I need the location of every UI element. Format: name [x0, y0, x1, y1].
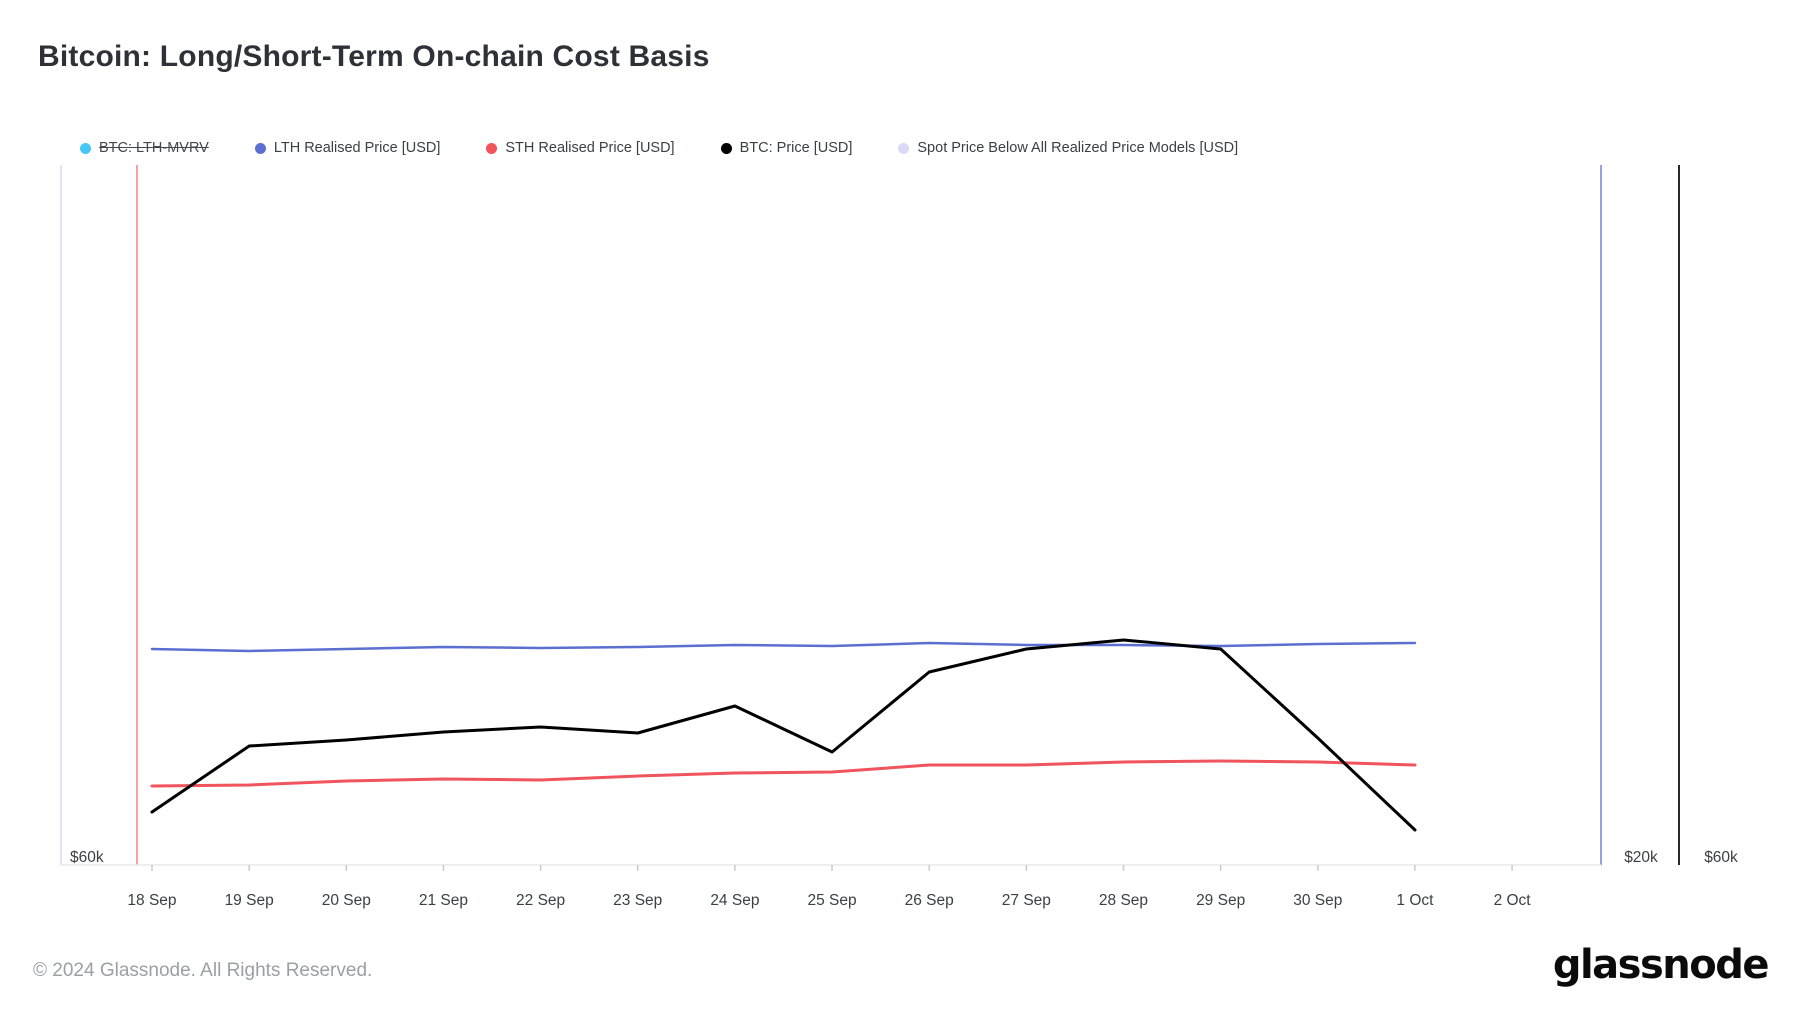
chart-legend: BTC: LTH-MVRV LTH Realised Price [USD] STH… — [80, 140, 1238, 156]
x-tick-label: 25 Sep — [807, 892, 857, 909]
x-tick-label: 2 Oct — [1493, 892, 1531, 909]
legend-item-0[interactable]: BTC: LTH-MVRV — [80, 140, 209, 156]
x-tick-label: 28 Sep — [1098, 892, 1149, 909]
x-tick-label: 30 Sep — [1293, 892, 1343, 909]
legend-item-1[interactable]: LTH Realised Price [USD] — [254, 140, 441, 156]
x-tick-label: 24 Sep — [710, 892, 760, 909]
page-title: Bitcoin: Long/Short-Term On-chain Cost B… — [38, 40, 710, 73]
legend-series-label: LTH Realised Price [USD] — [273, 140, 441, 156]
x-tick-label: 23 Sep — [613, 892, 663, 909]
legend-series-dot — [720, 142, 732, 154]
x-tick-label: 20 Sep — [321, 892, 371, 909]
legend-series-label: STH Realised Price [USD] — [505, 140, 675, 156]
glassnode-logo[interactable]: glassnode — [1552, 942, 1770, 988]
legend-item-4[interactable]: Spot Price Below All Realized Price Mode… — [898, 140, 1238, 156]
x-tick-label: 19 Sep — [224, 892, 274, 909]
legend-item-2[interactable]: STH Realised Price [USD] — [486, 140, 675, 156]
copyright-text: © 2024 Glassnode. All Rights Reserved. — [33, 960, 373, 981]
y-axis-label-right-20k: $20k — [1624, 849, 1658, 866]
y-axis-label-left-60k: $60k — [70, 849, 104, 866]
series-line-1 — [150, 759, 1417, 788]
x-tick-label: 26 Sep — [904, 892, 954, 909]
x-tick-label: 27 Sep — [1001, 892, 1051, 909]
legend-series-dot — [254, 142, 266, 154]
legend-series-label: BTC: Price [USD] — [739, 140, 853, 156]
legend-series-label: BTC: LTH-MVRV — [99, 140, 209, 156]
x-tick-label: 21 Sep — [418, 892, 468, 909]
x-tick-label: 1 Oct — [1396, 892, 1434, 909]
legend-item-3[interactable]: BTC: Price [USD] — [720, 140, 853, 156]
legend-series-dot — [486, 142, 498, 154]
x-tick-label: 22 Sep — [516, 892, 566, 909]
legend-series-dot — [80, 142, 91, 154]
x-tick-label: 29 Sep — [1196, 892, 1246, 909]
legend-series-label: Spot Price Below All Realized Price Mode… — [917, 140, 1239, 156]
series-line-2 — [150, 638, 1417, 832]
series-line-0 — [150, 641, 1417, 653]
y-axis-label-right-60k: $60k — [1704, 849, 1738, 866]
legend-series-dot — [898, 142, 910, 154]
x-tick-label: 18 Sep — [127, 892, 177, 909]
